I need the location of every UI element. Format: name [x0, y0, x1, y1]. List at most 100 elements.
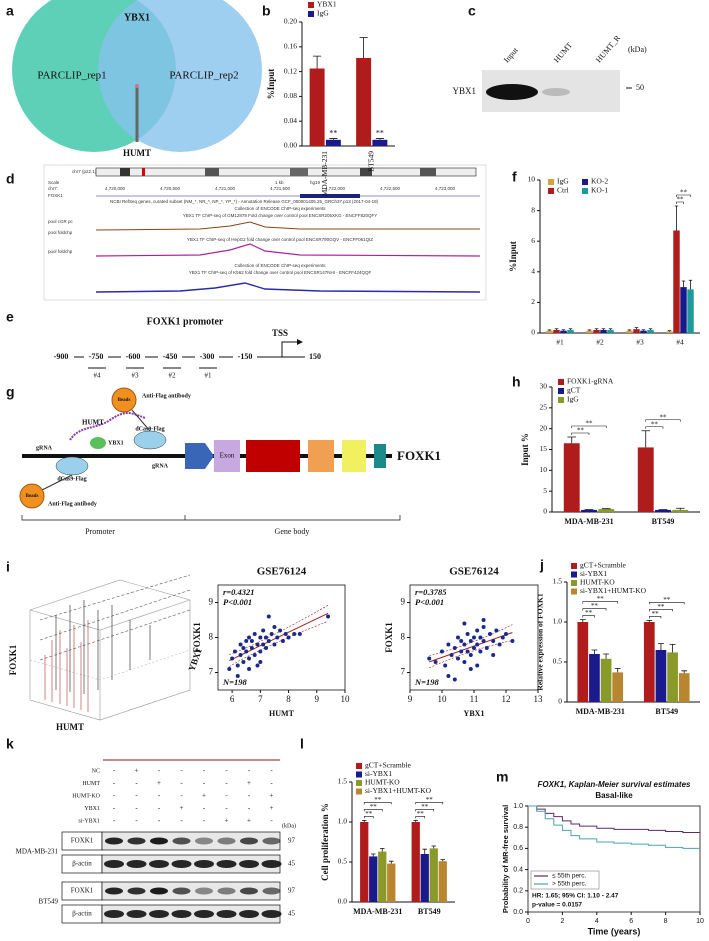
significance: ** [426, 796, 434, 804]
y-axis-label: FOXK1 [384, 622, 394, 653]
annotation: r=0.3785 [415, 587, 447, 597]
y-tick-label: 6 [531, 236, 535, 245]
gene-exon [300, 194, 360, 198]
pointer-dot [135, 84, 139, 88]
treatment-sign: - [113, 804, 116, 812]
point [472, 646, 476, 650]
point [491, 639, 496, 643]
legend-swatch [571, 571, 577, 578]
band [172, 887, 191, 895]
panel-letter: a [6, 3, 14, 19]
x-tick-label: 7 [258, 694, 263, 704]
bar [643, 622, 655, 702]
fit-plane [39, 574, 191, 661]
legend-label: HUMT-KO [580, 578, 615, 587]
treatment-sign: - [270, 767, 273, 775]
legend-swatch [356, 788, 362, 795]
point [440, 649, 444, 654]
y-tick-label: 0.6 [513, 845, 523, 852]
band [486, 84, 538, 100]
bar [309, 68, 325, 146]
legend-swatch [558, 379, 564, 385]
y-tick-label: 0 [531, 328, 535, 337]
bead-label: Beads [118, 398, 131, 403]
ideogram-band [360, 168, 372, 176]
error-bar [594, 328, 599, 330]
point [478, 635, 483, 640]
significance-bracket [676, 194, 691, 198]
marker: 97 [288, 837, 296, 845]
treatment-sign: + [247, 779, 251, 787]
region-label: Gene body [275, 527, 310, 536]
y-tick-label: 10 [540, 465, 548, 474]
unit: (kDa) [282, 822, 296, 829]
significance-bracket [415, 809, 435, 812]
track-title: YBX1 TF ChIP-seq of K562 fold change ove… [189, 270, 372, 275]
error-bar [688, 279, 693, 290]
treatment-sign: + [270, 792, 274, 800]
genome-browser: chr7 (p22.1) Scale chr7: FOXK1 1 kb hg19… [43, 164, 487, 301]
annotation: HR: 1.65; 95% CI: 1.10 - 2.47 [532, 893, 619, 900]
x-tick-label: 9 [315, 694, 320, 704]
bar [640, 330, 647, 333]
error-bar [567, 436, 577, 444]
browser-frame [43, 164, 487, 301]
y-tick-label: 1.5 [338, 777, 348, 786]
venn-label: HUMT [123, 148, 151, 158]
legend-label: IgG [317, 9, 329, 18]
legend-label: gCT [567, 386, 581, 395]
exon [342, 440, 366, 472]
treatment-sign: - [225, 767, 228, 775]
error-bar [554, 328, 559, 330]
bar [666, 331, 673, 333]
point [449, 653, 454, 657]
blot-c: Input HUMT HUMT_R (kDa) YBX1 50 [452, 33, 647, 112]
point [510, 639, 515, 643]
error-bar [674, 205, 679, 231]
track-label: FOXK1 [48, 193, 63, 198]
bar [647, 329, 654, 333]
chart-subtitle: Basal-like [595, 791, 633, 800]
venn-circle [98, 0, 262, 152]
treatment-sign: + [157, 779, 161, 787]
point [456, 656, 460, 661]
bar [678, 673, 690, 702]
panel-letter: b [262, 3, 271, 19]
track-label: chr7: [48, 186, 58, 191]
error-bar [547, 329, 552, 331]
band [149, 910, 169, 918]
bar [387, 863, 396, 902]
significance-bracket [648, 609, 673, 612]
point [452, 646, 457, 650]
band [172, 837, 191, 845]
error-bar [658, 643, 664, 650]
legend-label: FOXK1-gRNA [567, 377, 614, 386]
x-tick-label: #3 [636, 338, 644, 347]
significance-bracket [648, 616, 662, 619]
point [468, 639, 473, 643]
point [241, 646, 246, 650]
y-tick-label: 5 [543, 486, 547, 495]
cell-label: MDA-MB-231 [16, 848, 59, 856]
dcas9 [55, 456, 89, 476]
band [217, 837, 236, 845]
bar [612, 672, 624, 702]
point [244, 639, 249, 643]
legend-label: IgG [567, 395, 579, 404]
error-bar [370, 853, 376, 857]
y-tick-label: 0.2 [513, 888, 523, 895]
ideogram-band [205, 168, 219, 176]
error-bar [440, 859, 446, 862]
position: -450 [163, 352, 178, 361]
x-tick-label: 10 [438, 694, 448, 704]
error-bar [648, 328, 653, 330]
significance-bracket [415, 816, 426, 819]
bar [667, 652, 678, 702]
panel-letter: j [539, 557, 544, 573]
treatment-sign: - [135, 792, 138, 800]
promoter: FOXK1 promoter -900 -750 -600 -450 -300 … [48, 316, 325, 380]
legend-label: YBX1 [317, 0, 337, 9]
treatment-label: HUMT-KO [72, 793, 100, 799]
treatment-sign: - [158, 804, 161, 812]
